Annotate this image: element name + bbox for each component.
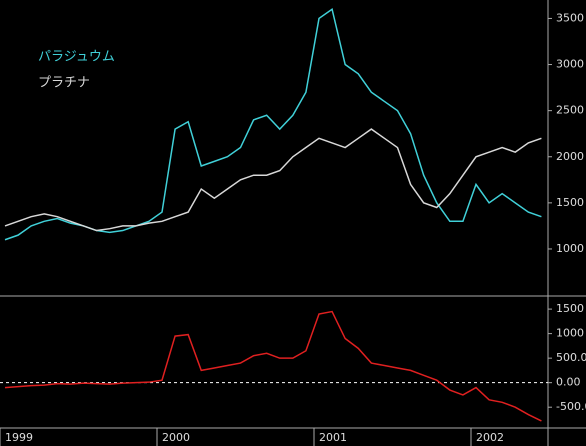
x-tick-label: 2002 bbox=[476, 431, 504, 444]
x-tick-label: 2000 bbox=[162, 431, 190, 444]
y-tick-label: 0.00 bbox=[556, 376, 581, 389]
y-tick-label: 1500 bbox=[556, 302, 584, 315]
legend-label: プラチナ bbox=[38, 76, 90, 91]
data-line bbox=[4, 310, 542, 422]
y-tick-label: 2000 bbox=[556, 150, 584, 163]
y-tick-label: 2500 bbox=[556, 104, 584, 117]
y-tick-label: 1500 bbox=[556, 196, 584, 209]
x-tick-label: 1999 bbox=[5, 431, 33, 444]
y-tick-label: 1000 bbox=[556, 327, 584, 340]
data-line bbox=[4, 128, 542, 232]
legend-label: パラジュウム bbox=[38, 50, 115, 65]
y-tick-label: 3000 bbox=[556, 58, 584, 71]
y-tick-label: 500.0 bbox=[556, 351, 586, 364]
data-line bbox=[4, 7, 542, 241]
y-tick-label: 3500 bbox=[556, 11, 584, 24]
y-tick-label: -500.0 bbox=[556, 400, 586, 413]
y-tick-label: 1000 bbox=[556, 242, 584, 255]
x-tick-label: 2001 bbox=[319, 431, 347, 444]
